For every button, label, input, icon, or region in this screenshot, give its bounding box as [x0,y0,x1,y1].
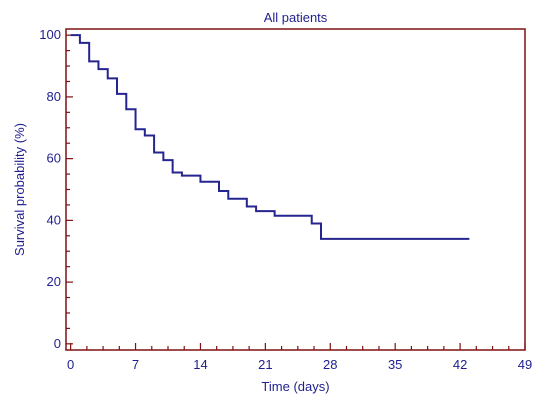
y-tick-label: 80 [47,89,61,104]
survival-curve [70,34,470,240]
x-tick-label: 42 [453,357,467,372]
x-tick-label: 0 [67,357,74,372]
x-axis-label: Time (days) [261,379,329,394]
y-tick-label: 60 [47,151,61,166]
plot-frame [65,28,526,351]
x-tick-label: 28 [323,357,337,372]
y-tick-label: 100 [39,27,61,42]
chart-title: All patients [264,10,328,25]
x-axis-ticks: 0 7 14 21 28 35 42 49 [67,343,532,372]
x-tick-label: 21 [258,357,272,372]
y-axis-ticks: 0 20 40 60 80 100 [39,27,73,351]
x-tick-label: 7 [132,357,139,372]
x-tick-label: 14 [193,357,207,372]
y-tick-label: 0 [54,336,61,351]
y-tick-label: 20 [47,274,61,289]
x-tick-label: 35 [388,357,402,372]
y-axis-label: Survival probability (%) [12,123,27,256]
y-tick-label: 40 [47,212,61,227]
series-layer [70,34,470,240]
x-tick-label: 49 [518,357,532,372]
